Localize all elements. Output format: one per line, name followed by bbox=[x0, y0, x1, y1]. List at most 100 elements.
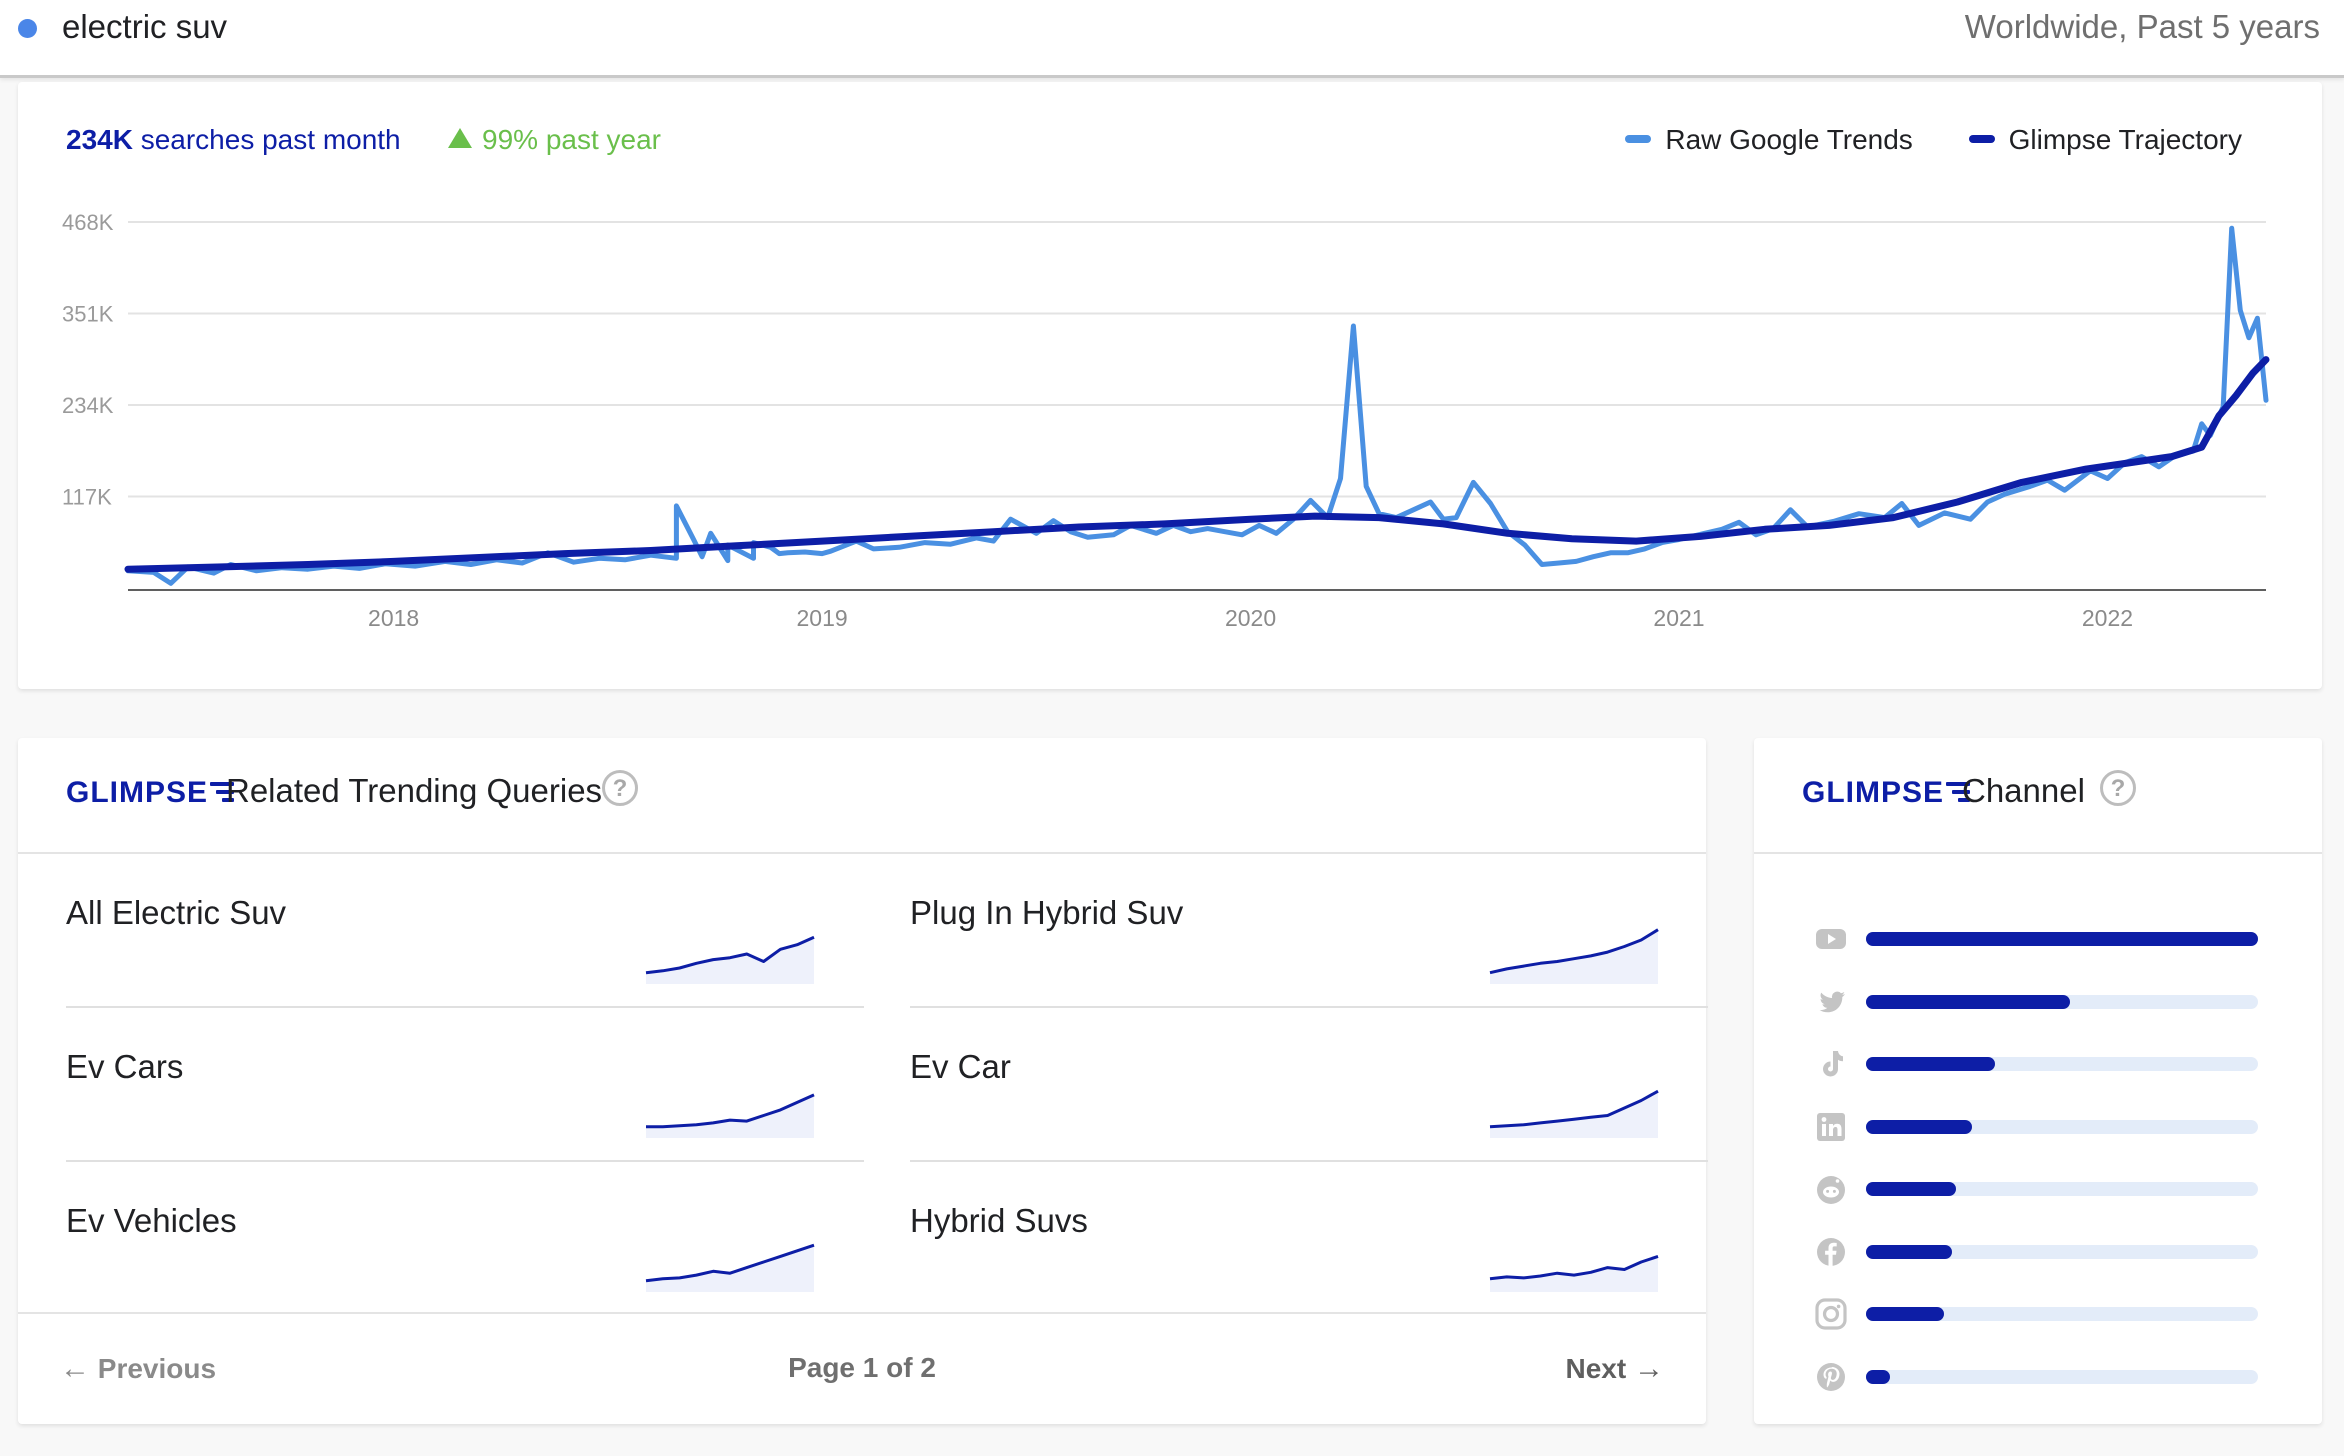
channel-row bbox=[1814, 1043, 2264, 1083]
legend-item-raw[interactable]: Raw Google Trends bbox=[1625, 124, 1913, 156]
growth-value: 99% past year bbox=[482, 124, 661, 155]
channel-bar-track bbox=[1866, 1182, 2258, 1196]
y-tick-label: 234K bbox=[62, 393, 114, 418]
y-tick-label: 117K bbox=[62, 485, 112, 510]
x-tick-label: 2018 bbox=[368, 605, 419, 631]
sparkline-line bbox=[645, 935, 815, 975]
related-queries-card: GLIMPSE Related Trending Queries ? All E… bbox=[18, 738, 1708, 1424]
query-label: Ev Cars bbox=[66, 1048, 184, 1085]
query-item[interactable]: Hybrid Suvs bbox=[910, 1162, 1708, 1314]
series-line-trajectory bbox=[124, 356, 2270, 573]
searches-value: 234K bbox=[66, 124, 133, 155]
tiktok-icon bbox=[1823, 1051, 1843, 1077]
previous-button[interactable]: ← Previous bbox=[60, 1352, 217, 1385]
channel-row bbox=[1814, 981, 2264, 1021]
y-tick-label: 468K bbox=[62, 210, 114, 235]
channel-bar-fill bbox=[1866, 1057, 1996, 1071]
channel-row bbox=[1814, 1293, 2264, 1333]
arrow-right-icon: → bbox=[1634, 1352, 1664, 1385]
arrow-left-icon: ← bbox=[60, 1352, 90, 1385]
channel-bar-fill bbox=[1866, 1119, 1972, 1134]
query-sparkline bbox=[645, 935, 815, 984]
channel-bar-fill bbox=[1866, 1182, 1957, 1196]
reddit-icon bbox=[1817, 1176, 1845, 1204]
channel-bar-fill bbox=[1866, 1244, 1953, 1259]
channel-bar-track bbox=[1866, 1057, 2258, 1071]
x-tick-label: 2021 bbox=[1653, 605, 1704, 631]
sparkline-line bbox=[1489, 1254, 1659, 1281]
help-icon[interactable]: ? bbox=[602, 770, 638, 806]
trend-chart: 468K 351K 234K 117K 2018 2019 2020 2021 2022 bbox=[62, 210, 2270, 631]
channel-bar-fill bbox=[1866, 1369, 1890, 1384]
legend-label-raw: Raw Google Trends bbox=[1665, 124, 1913, 155]
search-scope[interactable]: Worldwide, Past 5 years bbox=[1964, 8, 2320, 45]
query-sparkline bbox=[1489, 1254, 1659, 1292]
channel-row bbox=[1814, 1168, 2264, 1208]
search-bar[interactable]: electric suv Worldwide, Past 5 years bbox=[0, 0, 2344, 78]
channel-header: GLIMPSE Channel ? bbox=[1754, 738, 2322, 854]
query-item[interactable]: Plug In Hybrid Suv bbox=[910, 854, 1708, 1008]
query-label: Plug In Hybrid Suv bbox=[910, 894, 1184, 931]
query-item[interactable]: All Electric Suv bbox=[66, 854, 864, 1008]
y-tick-label: 351K bbox=[62, 302, 114, 327]
channel-card: GLIMPSE Channel ? bbox=[1754, 738, 2322, 1424]
channel-bar-fill bbox=[1866, 932, 2258, 946]
growth-stat: 99% past year bbox=[448, 124, 661, 156]
related-header: GLIMPSE Related Trending Queries ? bbox=[18, 738, 1706, 854]
facebook-icon bbox=[1817, 1237, 1845, 1266]
legend-swatch-trajectory bbox=[1968, 135, 1995, 143]
channel-row bbox=[1814, 1106, 2264, 1146]
query-label: Hybrid Suvs bbox=[910, 1202, 1088, 1239]
query-item[interactable]: Ev Vehicles bbox=[66, 1162, 864, 1314]
page-indicator: Page 1 of 2 bbox=[788, 1352, 936, 1383]
legend-label-trajectory: Glimpse Trajectory bbox=[2008, 124, 2242, 155]
channel-bar-fill bbox=[1866, 994, 2070, 1009]
searches-label: searches past month bbox=[132, 124, 401, 155]
legend-swatch-raw bbox=[1625, 135, 1652, 143]
query-label: Ev Vehicles bbox=[66, 1202, 237, 1239]
query-sparkline bbox=[1489, 928, 1659, 984]
sparkline-line bbox=[646, 1093, 815, 1129]
next-button[interactable]: Next → bbox=[1565, 1352, 1664, 1385]
glimpse-logo: GLIMPSE bbox=[1802, 776, 1971, 810]
channel-bar-track bbox=[1866, 1369, 2258, 1384]
x-tick-label: 2020 bbox=[1225, 605, 1276, 631]
query-color-dot bbox=[18, 19, 37, 38]
channel-bar-track bbox=[1866, 1307, 2258, 1321]
query-label: Ev Car bbox=[910, 1048, 1011, 1085]
series-line-raw bbox=[125, 225, 2269, 586]
sparkline-area bbox=[1490, 1256, 1658, 1292]
channel-row bbox=[1814, 1231, 2264, 1271]
channel-bar-track bbox=[1866, 994, 2258, 1009]
query-sparkline bbox=[646, 1093, 815, 1138]
channel-bar-track bbox=[1866, 1119, 2258, 1134]
growth-up-icon bbox=[448, 128, 472, 148]
sparkline-line bbox=[1489, 928, 1659, 975]
channel-title: Channel bbox=[1962, 772, 2085, 809]
query-sparkline bbox=[1489, 1089, 1659, 1138]
linkedin-icon bbox=[1817, 1112, 1845, 1141]
searches-stat: 234K searches past month bbox=[66, 124, 401, 156]
chart-legend: Raw Google Trends Glimpse Trajectory bbox=[1577, 124, 2242, 156]
x-tick-label: 2019 bbox=[797, 605, 848, 631]
channel-bar-track bbox=[1866, 932, 2258, 946]
legend-item-trajectory[interactable]: Glimpse Trajectory bbox=[1968, 124, 2242, 156]
instagram-icon bbox=[1815, 1298, 1847, 1330]
sparkline-area bbox=[646, 1094, 814, 1138]
channel-row bbox=[1814, 1356, 2264, 1396]
sparkline-area bbox=[646, 1245, 814, 1292]
related-title: Related Trending Queries bbox=[226, 772, 603, 809]
channel-row bbox=[1814, 918, 2264, 958]
query-item[interactable]: Ev Cars bbox=[66, 1008, 864, 1162]
sparkline-area bbox=[1490, 929, 1658, 984]
twitter-icon bbox=[1819, 991, 1845, 1012]
youtube-icon bbox=[1816, 929, 1846, 949]
query-label: All Electric Suv bbox=[66, 894, 287, 931]
glimpse-logo: GLIMPSE bbox=[66, 776, 235, 810]
search-query[interactable]: electric suv bbox=[62, 8, 228, 45]
help-icon[interactable]: ? bbox=[2100, 770, 2136, 806]
x-tick-label: 2022 bbox=[2082, 605, 2133, 631]
query-item[interactable]: Ev Car bbox=[910, 1008, 1708, 1162]
sparkline-area bbox=[1490, 1091, 1658, 1138]
channel-bar-fill bbox=[1866, 1307, 1945, 1321]
